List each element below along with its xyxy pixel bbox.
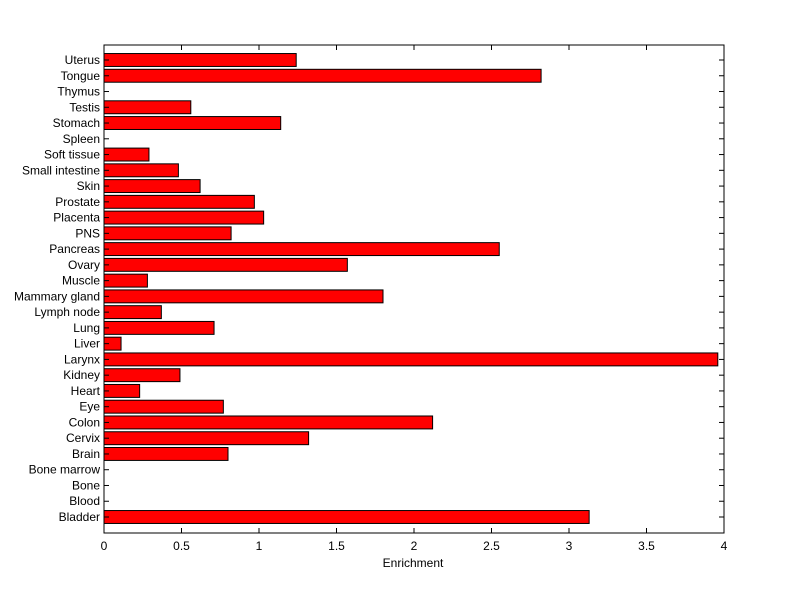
y-tick-label-kidney: Kidney (63, 368, 100, 382)
y-tick-label-testis: Testis (69, 100, 100, 114)
y-tick-label-bone-marrow: Bone marrow (29, 463, 101, 477)
y-tick-label-muscle: Muscle (62, 274, 100, 288)
bar-larynx (103, 352, 719, 367)
bar-pns (103, 226, 232, 241)
bar-kidney (103, 368, 181, 383)
y-tick-label-cervix: Cervix (66, 431, 100, 445)
y-tick-label-heart: Heart (71, 384, 101, 398)
y-tick-label-pns: PNS (75, 226, 100, 240)
bar-colon (103, 415, 434, 430)
y-tick-label-tongue: Tongue (61, 69, 101, 83)
x-tick-label: 1 (256, 539, 263, 553)
bar-soft-tissue (103, 147, 150, 162)
bar-stomach (103, 116, 282, 130)
y-tick-label-lymph-node: Lymph node (34, 305, 100, 319)
bar-brain (103, 447, 229, 461)
bar-prostate (103, 194, 255, 209)
y-tick-label-eye: Eye (79, 400, 100, 414)
bar-skin (103, 179, 201, 194)
bar-heart (103, 383, 141, 398)
x-tick-label: 4 (721, 539, 728, 553)
y-tick-label-brain: Brain (72, 447, 100, 461)
y-tick-label-lung: Lung (73, 321, 100, 335)
bar-mammary-gland (103, 289, 384, 304)
y-tick-label-blood: Blood (69, 494, 100, 508)
y-tick-label-ovary: Ovary (68, 258, 100, 272)
bar-testis (103, 100, 192, 115)
x-tick-label: 0 (101, 539, 108, 553)
bar-ovary (103, 257, 348, 272)
bar-small-intestine (103, 163, 179, 178)
bar-lung (103, 320, 215, 335)
y-tick-label-thymus: Thymus (57, 85, 100, 99)
y-tick-label-larynx: Larynx (64, 352, 100, 366)
y-tick-label-small-intestine: Small intestine (22, 163, 100, 177)
y-tick-label-mammary-gland: Mammary gland (14, 289, 100, 303)
y-tick-label-pancreas: Pancreas (49, 242, 100, 256)
y-tick-label-uterus: Uterus (65, 53, 100, 67)
bar-pancreas (103, 242, 500, 257)
x-tick-label: 2 (411, 539, 418, 553)
bar-lymph-node (103, 305, 162, 320)
bar-placenta (103, 210, 265, 225)
y-tick-label-prostate: Prostate (55, 195, 100, 209)
y-tick-label-stomach: Stomach (53, 116, 100, 130)
bar-uterus (103, 53, 297, 67)
y-tick-label-soft-tissue: Soft tissue (44, 148, 100, 162)
y-tick-label-skin: Skin (77, 179, 100, 193)
x-tick-label: 3 (566, 539, 573, 553)
y-tick-label-colon: Colon (69, 415, 100, 429)
x-axis: 0 0.5 1 1.5 2 2.5 3 3.5 4 (101, 45, 728, 553)
x-tick-label: 1.5 (328, 539, 345, 553)
bar-tongue (103, 68, 542, 83)
x-axis-label: Enrichment (383, 556, 444, 570)
y-tick-label-placenta: Placenta (53, 211, 100, 225)
bar-eye (103, 399, 224, 414)
x-tick-label: 0.5 (173, 539, 190, 553)
bar-muscle (103, 273, 148, 288)
y-tick-label-bladder: Bladder (59, 510, 100, 524)
y-tick-label-liver: Liver (74, 337, 100, 351)
y-tick-label-bone: Bone (72, 478, 100, 492)
bar-bladder (103, 510, 590, 524)
bar-cervix (103, 431, 310, 446)
y-tick-label-spleen: Spleen (63, 132, 100, 146)
x-tick-label: 3.5 (638, 539, 655, 553)
x-tick-label: 2.5 (483, 539, 500, 553)
